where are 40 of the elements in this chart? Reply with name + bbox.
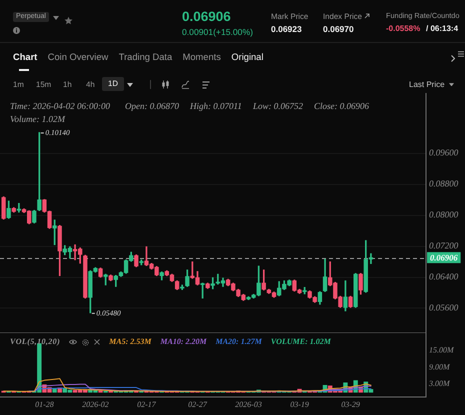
y-tick-label: 0.05600 — [429, 302, 459, 313]
y-tick-label: 0.09600 — [429, 148, 459, 158]
y-tick-label: 0.08000 — [429, 210, 459, 220]
x-tick-label: 02-27 — [188, 400, 208, 409]
annotation: High: 0.07011 — [190, 101, 242, 112]
y-tick-label: 15.00M — [429, 346, 455, 355]
text: MA5: 2.53M — [109, 337, 152, 347]
text: Last Price — [409, 80, 445, 90]
text: MA20: 1.27M — [216, 337, 262, 347]
y-tick-label: 0.06400 — [429, 272, 459, 282]
text: 0.06923 — [271, 24, 302, 34]
annotation: Time: 2026-04-02 06:00:00 — [10, 101, 110, 112]
x-tick-label: 02-17 — [137, 400, 157, 409]
text: Moments — [182, 52, 221, 64]
annotation: Close: 0.06906 — [314, 101, 369, 112]
text: Coin Overview — [48, 52, 108, 64]
text: Trading Data — [118, 52, 172, 64]
annotation: Open: 0.06870 — [125, 101, 179, 112]
y-tick-label: 0.07200 — [429, 240, 459, 251]
text: 0.06906 — [182, 8, 231, 25]
text: VOLUME: 1.02M — [270, 337, 331, 347]
text: 0.00901(+15.00%) — [182, 26, 253, 37]
text: VOL(5,10,20) — [10, 337, 60, 347]
ref-line-label: 0.06906 — [430, 252, 458, 262]
x-tick-label: 2026-02 — [82, 400, 109, 409]
y-tick-label: 9.00M — [429, 362, 451, 372]
annotation: Volume: 1.02M — [10, 114, 65, 125]
text: MA10: 2.20M — [160, 337, 207, 347]
x-tick-label: 03-19 — [290, 400, 309, 409]
x-tick-label: 01-28 — [35, 400, 54, 409]
text: Original — [231, 52, 264, 64]
y-tick-label: 3.00M — [428, 379, 451, 388]
text: -0.0558% — [386, 24, 420, 34]
text: 0.06970 — [323, 24, 354, 34]
annotation: Low: 0.06752 — [253, 101, 304, 112]
text: / 06:13:4 — [426, 24, 458, 34]
x-tick-label: 2026-03 — [235, 400, 262, 409]
text: Chart — [13, 52, 38, 64]
x-tick-label: 03-29 — [341, 400, 360, 409]
y-tick-label: 0.08800 — [429, 178, 459, 189]
